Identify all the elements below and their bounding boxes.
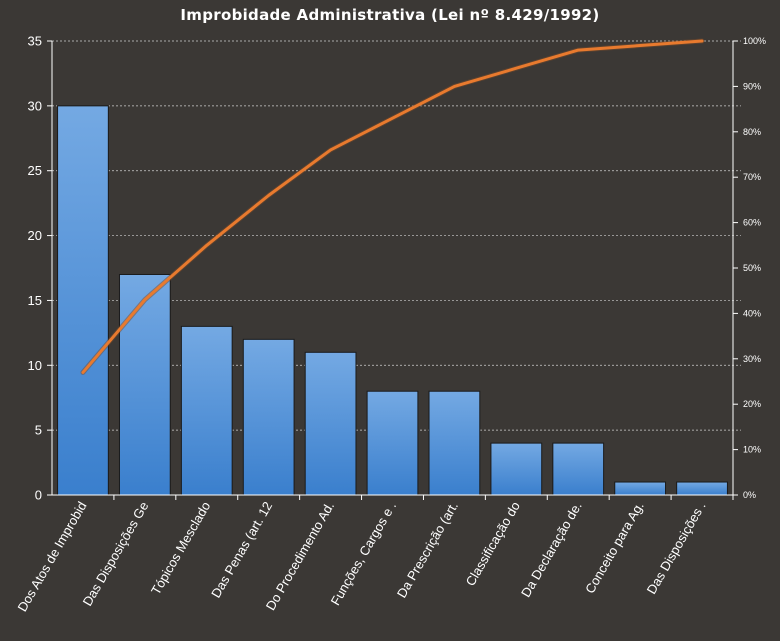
x-tick-label: Das Penas (art. 12 — [208, 499, 275, 600]
y2-tick-label: 20% — [743, 399, 761, 409]
y2-tick-label: 30% — [743, 354, 761, 364]
y-tick-label: 20 — [28, 228, 42, 243]
y2-tick-label: 100% — [743, 36, 766, 46]
y2-tick-label: 80% — [743, 127, 761, 137]
x-tick-label: Das Disposições . — [644, 499, 709, 597]
chart-title: Improbidade Administrativa (Lei nº 8.429… — [180, 6, 600, 24]
x-tick-label: Funções, Cargos e . — [328, 499, 400, 608]
y2-tick-label: 90% — [743, 81, 761, 91]
x-tick-label: Das Disposições Ge — [80, 499, 152, 609]
x-tick-label: Tópicos Mesclado — [148, 499, 213, 597]
cumulative-percent-line — [81, 39, 704, 374]
bar — [366, 390, 419, 496]
bar — [490, 442, 543, 496]
y-tick-label: 5 — [35, 423, 42, 438]
y2-tick-label: 10% — [743, 445, 761, 455]
y2-tick-label: 70% — [743, 172, 761, 182]
bar — [242, 338, 295, 496]
x-tick-label: Classificação do — [463, 499, 523, 588]
bar — [180, 325, 233, 496]
x-tick-label: Da Prescrição (art. — [394, 499, 461, 600]
cumulative-line — [80, 38, 705, 375]
y-tick-label: 30 — [28, 98, 42, 113]
bar — [304, 351, 357, 496]
y-tick-label: 35 — [28, 34, 42, 49]
bar — [118, 273, 171, 496]
y-tick-label: 0 — [35, 488, 42, 503]
axes — [47, 40, 738, 500]
x-tick-label: Dos Atos de Improbid — [14, 499, 89, 614]
bar — [552, 442, 605, 496]
y2-tick-label: 50% — [743, 263, 761, 273]
x-tick-label: Do Procedimento Ad. — [263, 499, 337, 613]
bar — [57, 105, 109, 496]
bars — [57, 105, 728, 496]
y2-tick-label: 0% — [743, 490, 756, 500]
y2-axis-ticks: 0% 10% 20% 30% 40% 50% 60% 70% 80% 90% 100% — [743, 36, 766, 500]
x-tick-label: Da Declaração de. — [518, 499, 585, 600]
y-tick-label: 10 — [28, 358, 42, 373]
cumulative-line-shadow — [80, 38, 705, 375]
bar — [614, 481, 667, 496]
y-tick-label: 25 — [28, 163, 42, 178]
x-tick-label: Conceito para Ag. — [582, 499, 647, 596]
y2-tick-label: 60% — [743, 218, 761, 228]
y-tick-label: 15 — [28, 293, 42, 308]
y-axis-ticks: 0 5 10 15 20 25 30 35 — [28, 34, 42, 503]
bar — [676, 481, 728, 496]
bar — [428, 390, 481, 496]
y2-tick-label: 40% — [743, 308, 761, 318]
